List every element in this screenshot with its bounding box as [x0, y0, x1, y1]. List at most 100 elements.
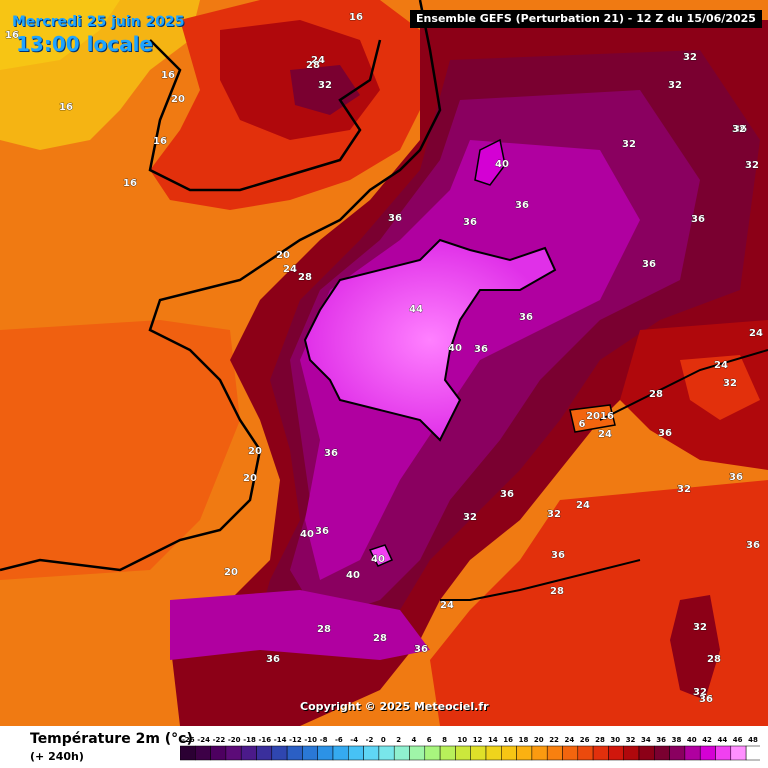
scale-tick-label: 16: [503, 736, 513, 744]
scale-swatch: [623, 745, 640, 761]
contour-label: 28: [550, 586, 564, 597]
scale-swatch: [348, 745, 364, 761]
scale-swatch: [210, 745, 227, 761]
legend-bar: Température 2m (°c) (+ 240h) -26 -2 4 -22 -2…: [0, 726, 768, 768]
scale-swatch: [654, 745, 670, 761]
scale-swatch: [592, 745, 609, 761]
scale-swatch: [424, 745, 441, 761]
scale-tick-label: -12: [289, 736, 302, 744]
scale-swatch: [501, 745, 517, 761]
scale-tick-label: 8: [442, 736, 447, 744]
legend-lead-time: (+ 240h): [30, 750, 84, 763]
scale-swatch: [317, 745, 334, 761]
scale-swatch: [730, 745, 747, 761]
contour-label: 36: [414, 644, 428, 655]
scale-tick-label: -10: [304, 736, 317, 744]
scale-tick-label: 28: [595, 736, 605, 744]
scale-tick-label: 40: [687, 736, 697, 744]
scale-swatch: [286, 745, 303, 761]
contour-label: 36: [474, 344, 488, 355]
scale-swatch: [271, 745, 288, 761]
contour-label: 32: [677, 484, 691, 495]
contour-label: 36: [266, 654, 280, 665]
contour-label: 16: [349, 12, 363, 23]
contour-label: 16: [59, 102, 73, 113]
contour-label: 36: [515, 200, 529, 211]
contour-label: 32: [693, 622, 707, 633]
scale-swatch: [240, 745, 257, 761]
forty-degree-contour: [303, 238, 557, 442]
alps-cool-pocket: [569, 404, 616, 433]
contour-label: 28: [707, 654, 721, 665]
scale-tick-label: 26: [580, 736, 590, 744]
scale-tick-label: -20: [228, 736, 241, 744]
model-run-banner: Ensemble GEFS (Perturbation 21) - 12 Z d…: [410, 10, 762, 28]
contour-label: 32: [318, 80, 332, 91]
med-coastline: [440, 559, 641, 601]
scale-tick-label: 34: [641, 736, 651, 744]
forecast-time: 13:00 locale: [16, 32, 153, 56]
scale-swatch: [608, 745, 624, 761]
scale-swatch: [195, 745, 211, 761]
scale-swatch: [577, 745, 594, 761]
contour-label: 16: [123, 178, 137, 189]
forty-degree-pocket-north: [474, 138, 506, 186]
scale-swatch: [409, 745, 426, 761]
contour-label: 36: [551, 550, 565, 561]
scale-tick-label: -2: [366, 736, 374, 744]
contour-label: 16: [161, 70, 175, 81]
contour-label: 24: [598, 429, 612, 440]
contour-label: 28: [298, 272, 312, 283]
contour-label: 40: [346, 570, 360, 581]
contour-label: 44: [409, 304, 423, 315]
contour-label: 36: [388, 213, 402, 224]
uk-coastline: [148, 39, 382, 192]
color-scale: -26 -24 -22 -20 -18 -16 -14 -12 -10 -8 -6 -4 -2 0 2 4 6 8…: [180, 736, 760, 761]
contour-label: 20: [171, 94, 185, 105]
france-coastline: [0, 0, 442, 572]
scale-tick-label: 32: [626, 736, 636, 744]
contour-label: 28: [373, 633, 387, 644]
contour-label: 20: [276, 250, 290, 261]
contour-label: 32: [547, 509, 561, 520]
scale-tick-label: 10: [457, 736, 467, 744]
forty-degree-pocket-south: [368, 544, 394, 567]
contour-label: 24: [440, 600, 454, 611]
scale-swatch: [470, 745, 487, 761]
legend-title: Température 2m (°c): [30, 731, 193, 747]
contour-label: 36: [733, 124, 747, 135]
biscay-zone: [0, 320, 240, 580]
contour-label: 36: [463, 217, 477, 228]
copyright-notice: Copyright © 2025 Meteociel.fr: [300, 700, 489, 713]
scale-tick-label: 48: [748, 736, 758, 744]
temperature-map-canvas: 1616162016161624283232323632323636364036…: [0, 0, 768, 726]
scale-tick-label: 42: [702, 736, 712, 744]
contour-label: 2016: [586, 411, 614, 422]
scale-swatch: [516, 745, 533, 761]
scale-tick-label: -18: [243, 736, 256, 744]
scale-tick-label: -22: [213, 736, 226, 744]
contour-label: 36: [642, 259, 656, 270]
contour-label: 36: [691, 214, 705, 225]
france-magenta-zone: [300, 140, 640, 580]
contour-label: 32: [693, 687, 707, 698]
scale-tick-label: -14: [274, 736, 287, 744]
corsica-hot-zone: [670, 595, 720, 700]
temperature-map: 16 16 16 20 16 16 16 24 28 32 32 32 36 32 32 36 36 36 40 36…: [0, 0, 768, 726]
contour-label: 32: [732, 124, 746, 135]
scale-tick-label: 38: [672, 736, 682, 744]
scale-swatch: [715, 745, 732, 761]
scale-tick-label: -26: [182, 736, 195, 744]
scale-tick-label: 4: [412, 736, 417, 744]
scale-swatch: [699, 745, 716, 761]
contour-label: 36: [324, 448, 338, 459]
contour-label: 36: [658, 428, 672, 439]
scale-tick-label: -16: [259, 736, 272, 744]
italy-cool-zone: [680, 355, 760, 420]
contour-label: 24: [283, 264, 297, 275]
scale-tick-label: 18: [519, 736, 529, 744]
scale-swatch: [669, 745, 686, 761]
scale-tick-label: 20: [534, 736, 544, 744]
contour-label: 20: [243, 473, 257, 484]
contour-label: 36: [500, 489, 514, 500]
